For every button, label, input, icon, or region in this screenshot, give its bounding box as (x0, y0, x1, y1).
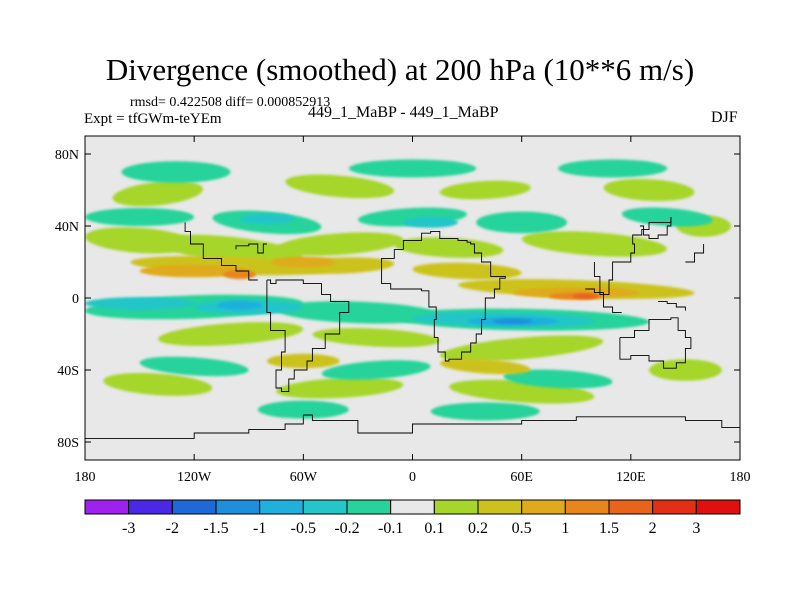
contour-blob (412, 262, 522, 280)
coastlines (85, 217, 740, 460)
coastline (685, 244, 705, 263)
contour-blob (649, 359, 722, 381)
season-label: DJF (711, 109, 738, 126)
contour-blob (276, 232, 404, 256)
x-tick-label: 120E (616, 470, 646, 485)
coastline (593, 217, 672, 295)
y-tick-label: 40N (55, 220, 79, 235)
contour-blob (121, 161, 231, 183)
coastline (619, 317, 692, 369)
comparison-label: 449_1_MaBP - 449_1_MaBP (308, 104, 499, 121)
contour-blob (572, 293, 599, 299)
contour-blob (439, 180, 531, 200)
coastline (266, 279, 350, 393)
contour-blob (321, 360, 431, 380)
coastline (585, 288, 622, 313)
contour-field (85, 159, 731, 421)
contour-blob (285, 174, 395, 199)
y-tick-label: 40S (57, 364, 79, 379)
coastline (184, 222, 258, 281)
x-tick-label: 0 (409, 470, 416, 485)
axis-ticks: 180 120W 60W 0 60E 120E 180 80N 40N 0 40S 80S (55, 136, 751, 485)
contour-blob (257, 400, 349, 419)
rmsd-stats: rmsd= 0.422508 diff= 0.000852913 (130, 95, 331, 110)
contour-blob (271, 256, 336, 268)
contour-blob (158, 234, 303, 265)
contour-blob (603, 178, 695, 202)
y-tick-label: 80N (55, 148, 79, 163)
contour-blob (521, 231, 668, 257)
contour-blob (139, 356, 249, 377)
contour-blob (112, 181, 204, 207)
contour-blob (476, 211, 568, 234)
x-tick-label: 60E (510, 470, 533, 485)
contour-blob (85, 297, 195, 310)
contour-blob (503, 369, 613, 389)
x-tick-label: 180 (730, 470, 751, 485)
x-tick-label: 120W (177, 470, 212, 485)
contour-blob (440, 335, 604, 362)
contour-blob (348, 159, 477, 178)
experiment-label: Expt = tfGWm-teYEm (84, 111, 222, 127)
contour-blob (492, 318, 533, 325)
chart-title: Divergence (smoothed) at 200 hPa (10**6 … (105, 52, 695, 87)
contour-blob (266, 353, 340, 369)
coastline (658, 301, 686, 311)
contour-blob (439, 358, 531, 375)
contour-blob (216, 300, 263, 310)
contour-blob (276, 377, 404, 399)
contour-blob (312, 328, 440, 348)
contour-blob (239, 213, 295, 225)
contour-blob (103, 372, 213, 396)
y-tick-label: 0 (72, 292, 79, 307)
coastline (639, 217, 672, 240)
y-tick-label: 80S (57, 436, 79, 451)
contour-blob (157, 322, 304, 346)
contour-blob (621, 207, 713, 227)
coastline (235, 243, 267, 254)
contour-blob (430, 402, 540, 421)
contour-blob (558, 159, 668, 178)
x-tick-label: 180 (75, 470, 96, 485)
coastline (381, 230, 506, 362)
contour-blob (85, 208, 195, 226)
x-tick-label: 60W (290, 470, 318, 485)
coastline (85, 414, 740, 439)
contour-blob (223, 270, 257, 280)
contour-blob (403, 217, 458, 228)
contour-blob (139, 264, 249, 278)
contour-blob (512, 287, 640, 298)
